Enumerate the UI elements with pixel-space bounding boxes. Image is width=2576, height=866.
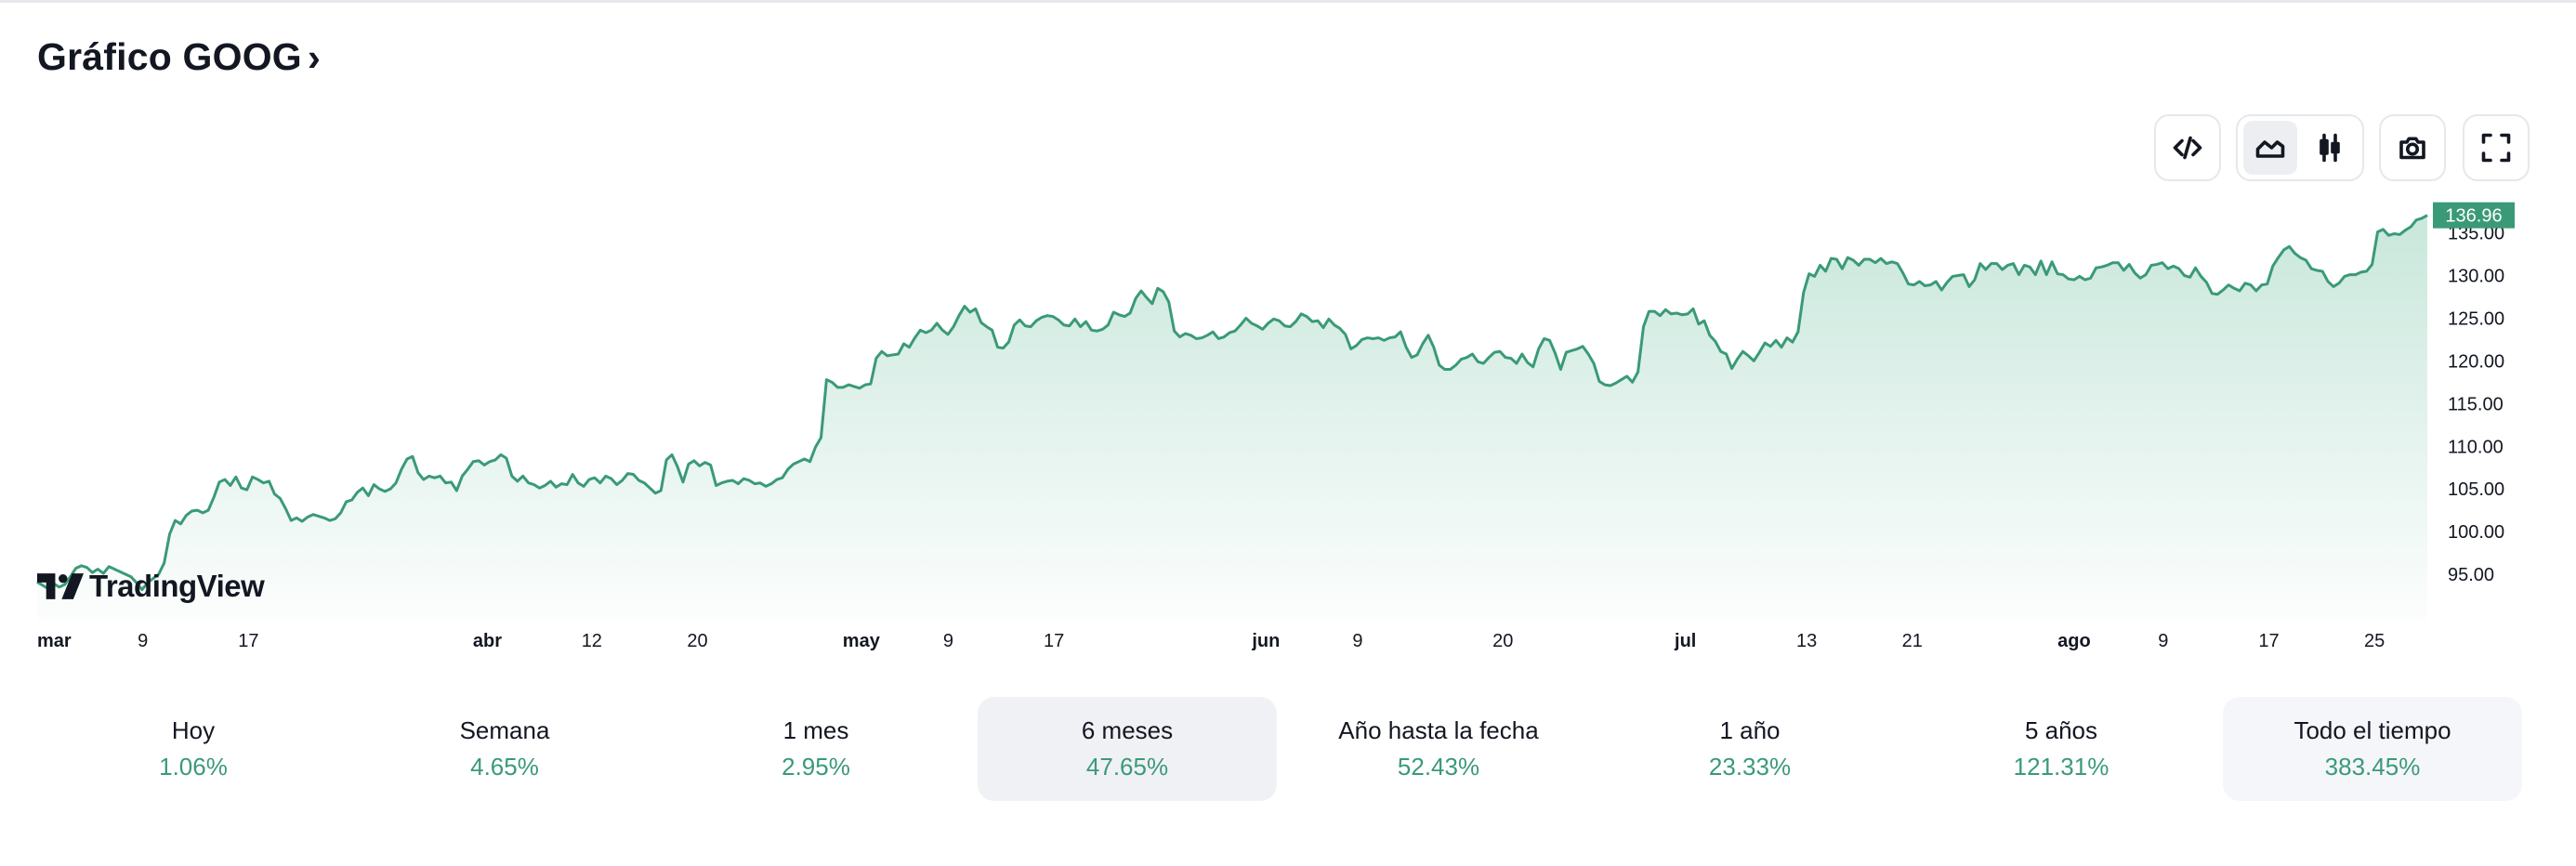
x-tick-label: 9 xyxy=(138,631,148,651)
x-tick-label: may xyxy=(843,631,881,651)
period-change: 52.43% xyxy=(1397,753,1480,781)
x-tick-label: 9 xyxy=(1352,631,1362,651)
period-tab[interactable]: 5 años 121.31% xyxy=(1912,697,2211,801)
last-price-tag xyxy=(2433,202,2515,229)
embed-button-group xyxy=(2154,114,2221,181)
y-tick-label: 120.00 xyxy=(2448,351,2504,372)
chevron-right-icon: › xyxy=(307,34,322,79)
last-price-label: 136.96 xyxy=(2445,206,2502,227)
candlestick-chart-button[interactable] xyxy=(2303,121,2357,175)
y-tick-label: 130.00 xyxy=(2448,267,2504,287)
x-tick-label: 17 xyxy=(2258,631,2279,651)
period-label: 1 año xyxy=(1719,716,1781,744)
period-tab[interactable]: Semana 4.65% xyxy=(355,697,654,801)
price-chart[interactable]: 95.00 100.00 105.00 110.00 115.00 120.00 125.0… xyxy=(0,0,2576,669)
period-tab[interactable]: 1 año 23.33% xyxy=(1600,697,1899,801)
tradingview-logo-icon xyxy=(37,573,84,599)
period-change: 2.95% xyxy=(782,753,850,781)
x-tick-label: ago xyxy=(2057,631,2091,651)
candlestick-icon xyxy=(2320,133,2340,163)
x-tick-label: 12 xyxy=(582,631,602,651)
period-tab[interactable]: 1 mes 2.95% xyxy=(666,697,966,801)
y-tick-label: 105.00 xyxy=(2448,479,2504,500)
tradingview-wordmark: TradingView xyxy=(89,569,265,603)
period-change: 383.45% xyxy=(2324,753,2421,781)
price-area-fill xyxy=(37,215,2427,619)
period-label: 5 años xyxy=(2024,716,2098,744)
x-tick-label: abr xyxy=(473,631,502,651)
camera-icon xyxy=(2399,137,2425,160)
x-tick-label: 9 xyxy=(943,631,953,651)
period-label: 6 meses xyxy=(1081,716,1174,744)
y-tick-label: 135.00 xyxy=(2448,224,2504,244)
period-change: 1.06% xyxy=(159,753,228,781)
page-title: Gráfico GOOG xyxy=(37,35,302,78)
snapshot-button-group xyxy=(2379,114,2446,181)
performance-periods: Hoy 1.06% Semana 4.65% 1 mes 2.95% 6 meses 47.6… xyxy=(0,697,2576,804)
period-label: Hoy xyxy=(171,716,216,744)
price-line xyxy=(36,214,2428,592)
y-tick-label: 125.00 xyxy=(2448,309,2504,330)
x-tick-label: jul xyxy=(1674,631,1696,651)
y-tick-label: 115.00 xyxy=(2448,394,2504,414)
period-tab[interactable]: Año hasta la fecha 52.43% xyxy=(1289,697,1588,801)
embed-code-button[interactable] xyxy=(2161,121,2215,175)
y-tick-label: 110.00 xyxy=(2448,437,2504,457)
code-icon xyxy=(2173,136,2202,160)
chart-type-group xyxy=(2236,114,2364,181)
period-label: Todo el tiempo xyxy=(2293,716,2451,744)
y-tick-label: 95.00 xyxy=(2448,565,2494,585)
period-tab[interactable]: Todo el tiempo 383.45% xyxy=(2223,697,2522,801)
x-tick-label: 13 xyxy=(1796,631,1817,651)
x-tick-label: 20 xyxy=(687,631,707,651)
period-label: Semana xyxy=(459,716,550,744)
x-tick-label: 21 xyxy=(1902,631,1923,651)
x-tick-label: 9 xyxy=(2158,631,2168,651)
x-tick-label: 17 xyxy=(238,631,258,651)
period-change: 121.31% xyxy=(2013,753,2109,781)
fullscreen-icon xyxy=(2481,133,2511,163)
chart-title-link[interactable]: Gráfico GOOG › xyxy=(37,35,321,79)
x-tick-label: 20 xyxy=(1492,631,1513,651)
top-divider xyxy=(0,0,2576,3)
period-tab[interactable]: 6 meses 47.65% xyxy=(978,697,1277,801)
x-tick-label: 25 xyxy=(2364,631,2385,651)
fullscreen-button[interactable] xyxy=(2469,121,2523,175)
y-tick-label: 100.00 xyxy=(2448,522,2504,543)
period-change: 23.33% xyxy=(1708,753,1792,781)
snapshot-button[interactable] xyxy=(2385,121,2439,175)
period-change: 4.65% xyxy=(470,753,539,781)
fullscreen-button-group xyxy=(2463,114,2530,181)
period-change: 47.65% xyxy=(1085,753,1169,781)
area-chart-icon xyxy=(2255,140,2285,158)
period-label: Año hasta la fecha xyxy=(1338,716,1539,744)
x-tick-label: mar xyxy=(37,631,72,651)
area-chart-button[interactable] xyxy=(2243,121,2297,175)
period-tab[interactable]: Hoy 1.06% xyxy=(44,697,343,801)
period-label: 1 mes xyxy=(782,716,849,744)
x-tick-label: 17 xyxy=(1044,631,1064,651)
x-tick-label: jun xyxy=(1251,631,1280,651)
tradingview-watermark: TradingView xyxy=(37,569,265,604)
